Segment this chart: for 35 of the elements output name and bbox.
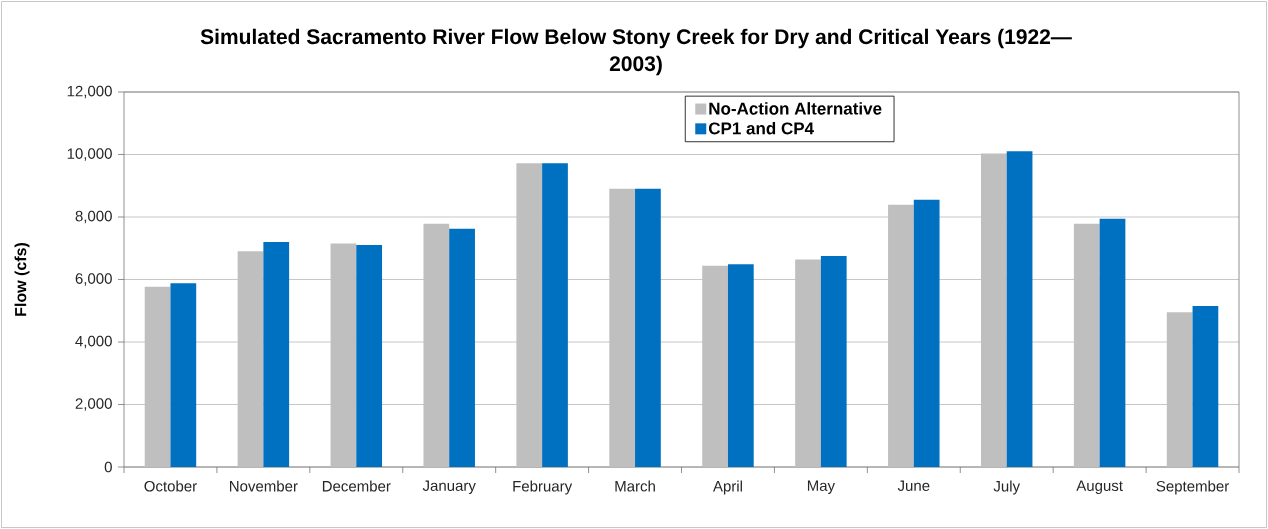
bar (263, 242, 290, 467)
y-tick-label: 0 (104, 461, 112, 473)
bar (170, 283, 197, 467)
x-tick-label: January (422, 480, 476, 494)
x-tick-label: November (230, 480, 298, 492)
y-tick-label: 4,000 (75, 335, 112, 349)
legend-label: No-Action Alternative (709, 102, 882, 115)
bar (1099, 218, 1126, 467)
y-tick-label: 10,000 (67, 148, 112, 161)
bar (1006, 151, 1033, 467)
bar (727, 264, 754, 467)
bar (1192, 306, 1219, 467)
x-tick-label: December (322, 480, 391, 492)
y-tick-label: 6,000 (75, 273, 112, 286)
x-tick-label: June (897, 480, 930, 491)
x-tick-label: April (712, 480, 742, 495)
chart-title: Simulated Sacramento River Flow Below Stony Creek for Dry and Critical Years (1922—2003) (200, 28, 1072, 76)
y-axis-title: Flow (cfs) (14, 242, 30, 316)
x-tick-label: March (615, 480, 655, 492)
bar (449, 228, 475, 467)
x-tick-label: September (1156, 480, 1229, 495)
x-tick-label: August (1076, 480, 1123, 494)
bar (820, 256, 847, 467)
x-tick-label: July (993, 480, 1021, 495)
bar (542, 163, 568, 467)
y-tick-label: 12,000 (67, 85, 112, 99)
bar (913, 199, 940, 467)
x-tick-label: May (807, 480, 836, 494)
y-tick-label: 8,000 (75, 210, 112, 224)
x-tick-label: October (144, 480, 197, 492)
x-tick-label: February (513, 480, 573, 495)
bar (356, 245, 383, 467)
legend-label: CP1 and CP4 (708, 121, 814, 135)
bar (635, 188, 661, 467)
y-tick-label: 2,000 (75, 398, 112, 411)
